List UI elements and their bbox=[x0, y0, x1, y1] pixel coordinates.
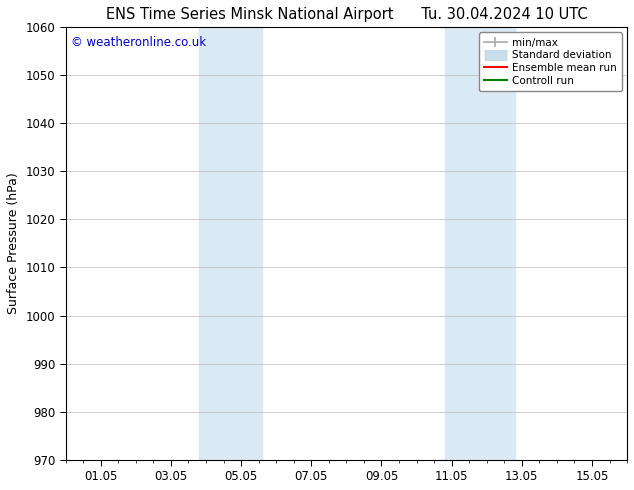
Y-axis label: Surface Pressure (hPa): Surface Pressure (hPa) bbox=[7, 172, 20, 314]
Bar bbox=[199, 27, 262, 460]
Legend: min/max, Standard deviation, Ensemble mean run, Controll run: min/max, Standard deviation, Ensemble me… bbox=[479, 32, 622, 91]
Text: © weatheronline.co.uk: © weatheronline.co.uk bbox=[71, 36, 207, 49]
Title: ENS Time Series Minsk National Airport      Tu. 30.04.2024 10 UTC: ENS Time Series Minsk National Airport T… bbox=[105, 7, 587, 22]
Bar bbox=[444, 27, 515, 460]
